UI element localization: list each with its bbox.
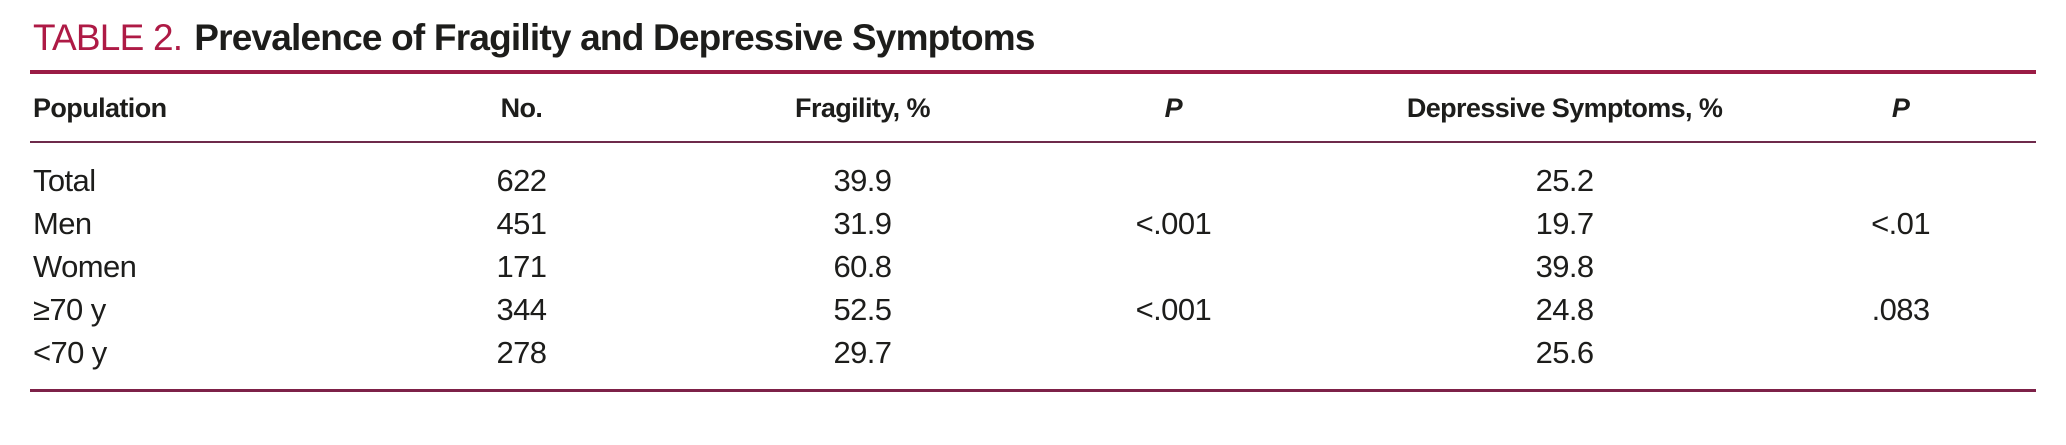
prevalence-table: Population No. Fragility, % P Depressive…	[30, 70, 2036, 392]
cell-p-fragility	[983, 331, 1364, 391]
cell-p-depressive	[1765, 245, 2036, 288]
cell-no: 622	[496, 163, 547, 198]
table-body: Total 622 39.9 25.2 Men 451 31.9 <.001 1…	[30, 142, 2036, 391]
cell-depressive: 39.8	[1535, 249, 1595, 284]
column-header-population: Population	[30, 72, 301, 143]
cell-population: <70 y	[33, 335, 107, 370]
cell-fragility: 29.7	[833, 335, 893, 370]
column-header-no: No.	[300, 72, 743, 143]
table-row-women: Women 171 60.8 39.8	[30, 245, 2036, 288]
table-row-ge70: ≥70 y 344 52.5 <.001 24.8 .083	[30, 288, 2036, 331]
table-row-lt70: <70 y 278 29.7 25.6	[30, 331, 2036, 391]
cell-p-depressive	[1765, 142, 2036, 202]
cell-p-depressive: .083	[1871, 292, 1931, 327]
cell-p-depressive	[1765, 331, 2036, 391]
cell-fragility: 31.9	[833, 206, 893, 241]
cell-p-depressive: <.01	[1871, 206, 1930, 241]
cell-no: 344	[496, 292, 547, 327]
cell-no: 278	[496, 335, 547, 370]
cell-depressive: 24.8	[1535, 292, 1595, 327]
header-row: Population No. Fragility, % P Depressive…	[30, 72, 2036, 143]
table-title: TABLE 2. Prevalence of Fragility and Depr…	[30, 14, 2036, 70]
cell-depressive: 25.6	[1535, 335, 1595, 370]
table-figure: TABLE 2. Prevalence of Fragility and Depr…	[30, 14, 2036, 392]
cell-p-fragility: <.001	[1135, 206, 1212, 241]
cell-no: 171	[496, 249, 547, 284]
cell-population: ≥70 y	[33, 292, 106, 327]
column-header-p-fragility: P	[982, 72, 1364, 143]
cell-depressive: 25.2	[1535, 163, 1595, 198]
column-header-p-depressive: P	[1765, 72, 2036, 143]
cell-p-fragility	[983, 142, 1364, 202]
column-header-depressive: Depressive Symptoms, %	[1363, 72, 1766, 143]
cell-p-fragility: <.001	[1135, 292, 1212, 327]
cell-fragility: 52.5	[833, 292, 893, 327]
cell-depressive: 19.7	[1535, 206, 1595, 241]
cell-population: Men	[33, 206, 92, 241]
cell-p-fragility	[983, 245, 1364, 288]
cell-fragility: 39.9	[833, 163, 893, 198]
cell-fragility: 60.8	[833, 249, 893, 284]
table-label: TABLE 2.	[33, 17, 183, 58]
table-row-total: Total 622 39.9 25.2	[30, 142, 2036, 202]
cell-no: 451	[496, 206, 547, 241]
cell-population: Total	[33, 163, 96, 198]
table-caption-text: Prevalence of Fragility and Depressive S…	[194, 17, 1035, 58]
table-row-men: Men 451 31.9 <.001 19.7 <.01	[30, 202, 2036, 245]
cell-population: Women	[33, 249, 137, 284]
column-header-fragility: Fragility, %	[742, 72, 983, 143]
